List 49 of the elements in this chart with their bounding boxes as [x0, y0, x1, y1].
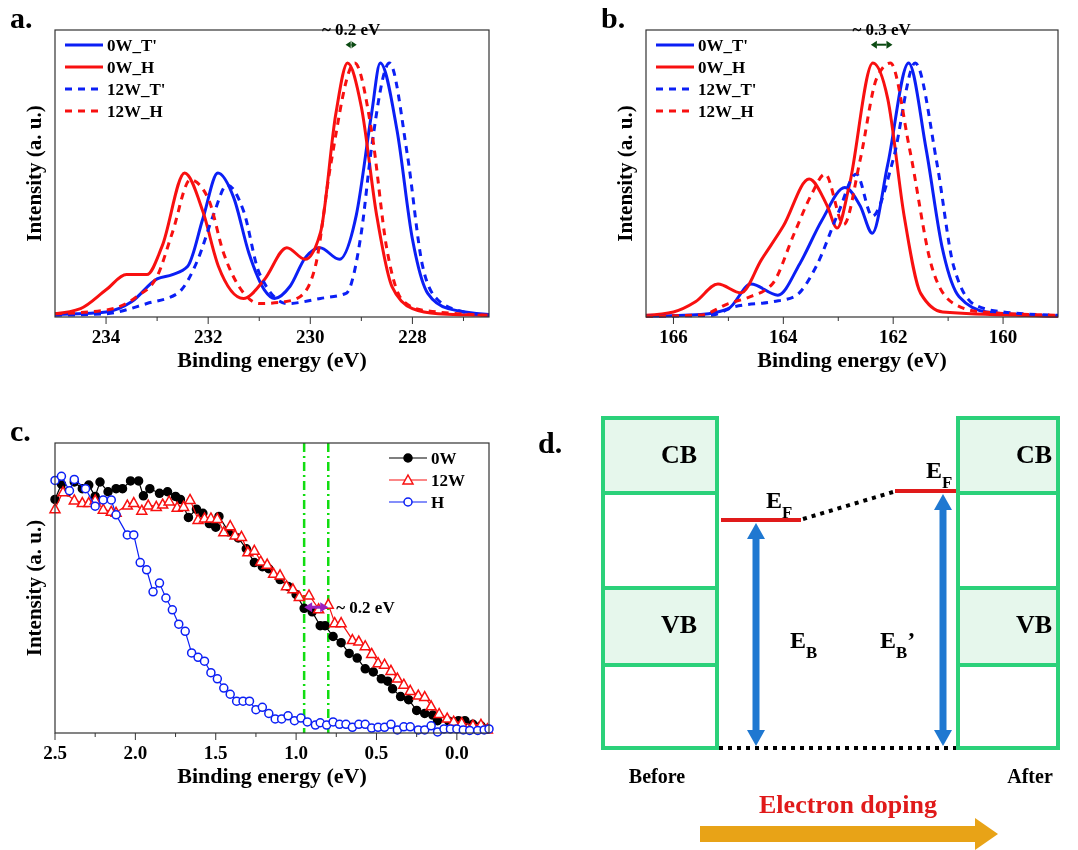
x-tick-label: 0.5	[364, 742, 389, 763]
text: E$_{B}$	[790, 627, 818, 662]
y-axis-title: Intensity (a. u.)	[22, 519, 46, 657]
legend-label: 0W	[431, 449, 457, 468]
annotation: ~ 0.2 eV	[336, 598, 396, 618]
y-axis-title: Intensity (a. u.)	[22, 105, 46, 242]
text: E$_{F}$	[766, 487, 793, 522]
legend-label: 0W_H	[107, 58, 155, 77]
x-tick-label: 0.0	[444, 742, 469, 763]
text: VB	[661, 610, 698, 639]
legend-label: 0W_T'	[698, 36, 749, 55]
chart-title: c.	[10, 414, 31, 447]
x-axis-title: Binding energy (eV)	[177, 763, 367, 788]
x-tick-label: 164	[769, 326, 799, 347]
x-tick-label: 234	[91, 326, 121, 347]
legend-label: 0W_T'	[107, 36, 158, 55]
text: ~ 0.2 eV	[321, 19, 382, 39]
x-tick-label: 2.0	[123, 742, 148, 763]
x-axis-title: Binding energy (eV)	[177, 347, 367, 372]
text: E$_{B}$’	[880, 627, 916, 662]
x-tick-label: 166	[659, 326, 688, 347]
x-tick-label: 1.5	[203, 742, 228, 763]
legend-label: 0W_H	[698, 58, 746, 77]
x-tick-label: 232	[193, 326, 223, 347]
legend-label: 12W_T'	[107, 80, 166, 99]
x-tick-label: 2.5	[43, 742, 67, 763]
chart-title: b.	[601, 1, 626, 34]
text: After	[1007, 765, 1053, 787]
legend-label: 12W_H	[107, 102, 163, 121]
text: Electron doping	[759, 790, 937, 819]
text: VB	[1016, 610, 1053, 639]
text: CB	[661, 440, 698, 469]
chart-title: a.	[10, 1, 33, 34]
x-tick-label: 1.0	[284, 742, 308, 763]
legend-label: H	[431, 493, 445, 512]
legend-label: 12W_H	[698, 102, 754, 121]
text: ~ 0.3 eV	[852, 19, 912, 39]
text: CB	[1016, 440, 1053, 469]
x-tick-label: 228	[398, 326, 427, 347]
text: Before	[628, 765, 686, 787]
text: E$_{F}$	[926, 457, 953, 492]
legend-label: 12W	[431, 471, 465, 490]
y-axis-title: Intensity (a. u.)	[613, 105, 637, 242]
x-tick-label: 230	[296, 326, 325, 347]
x-tick-label: 162	[878, 326, 908, 347]
text: d.	[538, 426, 563, 459]
legend-label: 12W_T'	[698, 80, 757, 99]
x-tick-label: 160	[988, 326, 1018, 347]
x-axis-title: Binding energy (eV)	[757, 347, 947, 372]
